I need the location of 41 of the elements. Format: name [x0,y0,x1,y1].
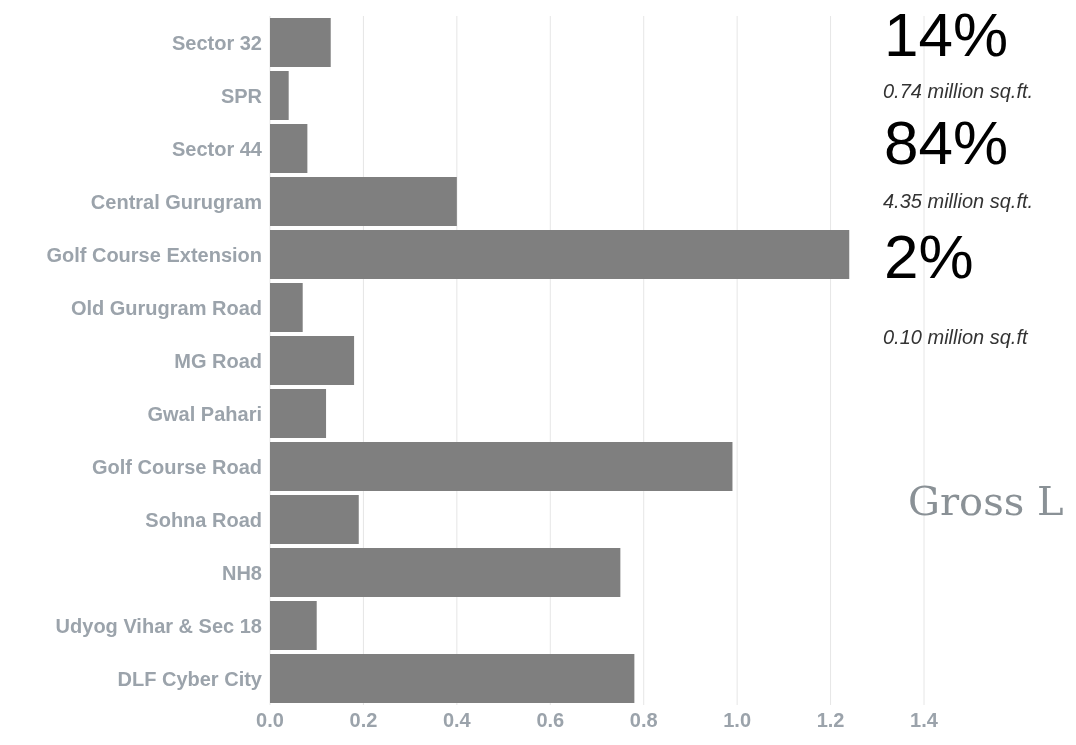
y-tick-label: Sector 32 [171,31,262,54]
annotation: 14% [884,7,1009,70]
bar [270,389,327,439]
y-tick-label: SPR [220,84,263,107]
bar [270,230,850,280]
annotation: 0.10 million sq.ft [883,326,1028,349]
y-tick-label: NH8 [221,561,262,584]
bar [270,442,733,492]
x-tick-label: 1.2 [816,709,845,732]
bar [270,495,359,545]
x-tick-label: 0.2 [349,709,378,732]
y-tick-label: Udyog Vihar & Sec 18 [55,614,262,637]
bar [270,548,621,598]
x-tick-label: 0.0 [256,709,284,732]
bar [270,601,317,651]
x-tick-label: 0.8 [629,709,658,732]
bar [270,124,308,174]
bar [270,177,457,227]
annotation: 84% [884,108,1009,178]
y-tick-label: Golf Course Road [91,455,262,478]
x-tick-label: 0.4 [442,709,472,732]
x-tick-label: 1.0 [723,709,752,732]
y-tick-label: Old Gurugram Road [70,296,262,319]
bar [270,18,331,68]
x-tick-label: 0.6 [536,709,565,732]
annotation: 0.74 million sq.ft. [883,80,1034,103]
y-tick-label: Sohna Road [145,508,262,531]
y-tick-label: MG Road [174,349,262,372]
bar [270,283,303,333]
y-tick-label: Gwal Pahari [147,402,262,425]
y-tick-label: Central Gurugram [90,190,262,213]
x-tick-label: 1.4 [910,709,939,732]
bar [270,71,289,121]
bar [270,336,355,386]
y-tick-label: Sector 44 [171,137,263,160]
annotation: 4.35 million sq.ft. [883,190,1034,213]
bar [270,654,635,704]
y-tick-label: Golf Course Extension [46,243,262,266]
annotation: 2% [884,222,974,292]
y-tick-label: DLF Cyber City [117,667,263,690]
annotation: Gross L [908,478,1064,524]
